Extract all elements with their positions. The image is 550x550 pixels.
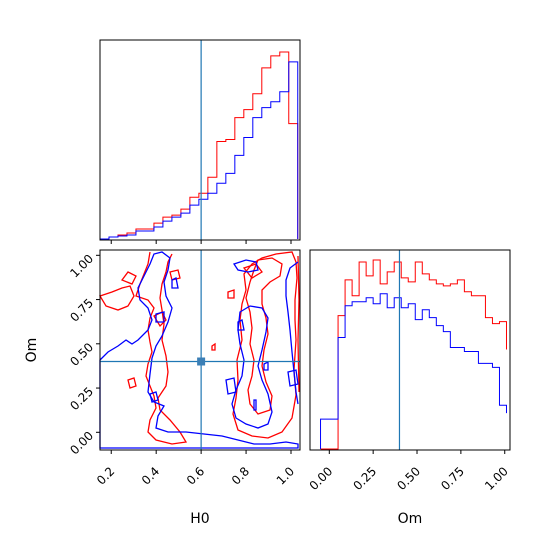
blue-contour-inner-3 xyxy=(171,277,179,289)
hist-om-xtick-label: 0.75 xyxy=(438,464,467,493)
contour-xtick-label: 0.8 xyxy=(229,464,252,487)
hist-om-frame xyxy=(309,249,511,451)
hist-om-xtick-label: 1.00 xyxy=(482,464,511,493)
red-contour-inner-2 xyxy=(99,285,135,311)
contour-xtick-label: 0.4 xyxy=(139,464,162,487)
red-contour-inner-3 xyxy=(120,271,137,285)
blue-contour-inner-5 xyxy=(149,391,159,403)
red-contour-inner-1 xyxy=(245,257,283,415)
blue-contour-right xyxy=(285,261,299,405)
hist-h0-panel xyxy=(99,39,301,244)
contour-frame xyxy=(99,249,301,451)
red-contour-inner-9 xyxy=(242,263,263,279)
hist-om-xtick-label: 0.50 xyxy=(394,464,423,493)
contour-h0-om-panel: 0.2 0.4 0.6 0.8 1.0 0.00 0.25 0.50 0.75 1.00 xyxy=(67,249,301,488)
hist-om-blue-series xyxy=(320,293,507,449)
blue-contour-inner-9 xyxy=(287,369,299,387)
y-axis-label-om: Om xyxy=(24,338,40,363)
hist-h0-blue-series xyxy=(100,61,299,240)
contour-xtick-label: 0.2 xyxy=(94,464,117,487)
red-contours xyxy=(99,251,300,445)
contour-xtick-label: 1.0 xyxy=(274,464,297,487)
hist-h0-frame xyxy=(99,39,301,241)
blue-contours xyxy=(99,251,299,449)
hist-om-panel: 0.00 0.25 0.50 0.75 1.00 xyxy=(307,249,511,493)
contour-ytick-label: 0.25 xyxy=(67,384,96,413)
blue-contour-outer xyxy=(99,251,299,449)
blue-contour-inner-4 xyxy=(225,377,237,395)
hist-om-xtick-label: 0.25 xyxy=(350,464,379,493)
hist-h0-red-series xyxy=(100,51,299,240)
truth-marker xyxy=(197,357,206,366)
red-contour-inner-10 xyxy=(297,255,300,393)
red-contour-outer xyxy=(232,251,298,439)
blue-contour-inner-6 xyxy=(263,360,269,371)
x-axis-label-om: Om xyxy=(398,511,423,527)
x-axis-label-h0: H0 xyxy=(190,511,209,527)
blue-contour-inner-2 xyxy=(155,311,165,323)
red-contour-inner-4 xyxy=(169,269,181,281)
contour-xtick-label: 0.6 xyxy=(184,464,207,487)
red-contour-inner-6 xyxy=(127,377,137,389)
contour-ytick-label: 1.00 xyxy=(67,252,96,281)
hist-om-xtick-label: 0.00 xyxy=(307,464,336,493)
red-contour-inner-7 xyxy=(227,289,235,299)
blue-contour-right-lobe xyxy=(231,305,273,429)
contour-ytick-label: 0.00 xyxy=(67,429,96,458)
contour-ytick-label: 0.50 xyxy=(67,340,96,369)
blue-contour-inner-1 xyxy=(232,259,259,273)
blue-contour-inner-7 xyxy=(253,399,257,411)
red-contour-outer-left xyxy=(135,251,188,445)
contour-ytick-label: 0.75 xyxy=(67,296,96,325)
red-contour-inner-8 xyxy=(211,342,216,351)
blue-contour-inner-8 xyxy=(237,319,245,331)
hist-om-red-series xyxy=(320,259,507,450)
